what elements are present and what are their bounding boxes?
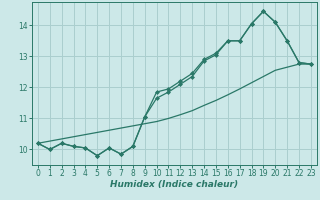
X-axis label: Humidex (Indice chaleur): Humidex (Indice chaleur) bbox=[110, 180, 238, 189]
